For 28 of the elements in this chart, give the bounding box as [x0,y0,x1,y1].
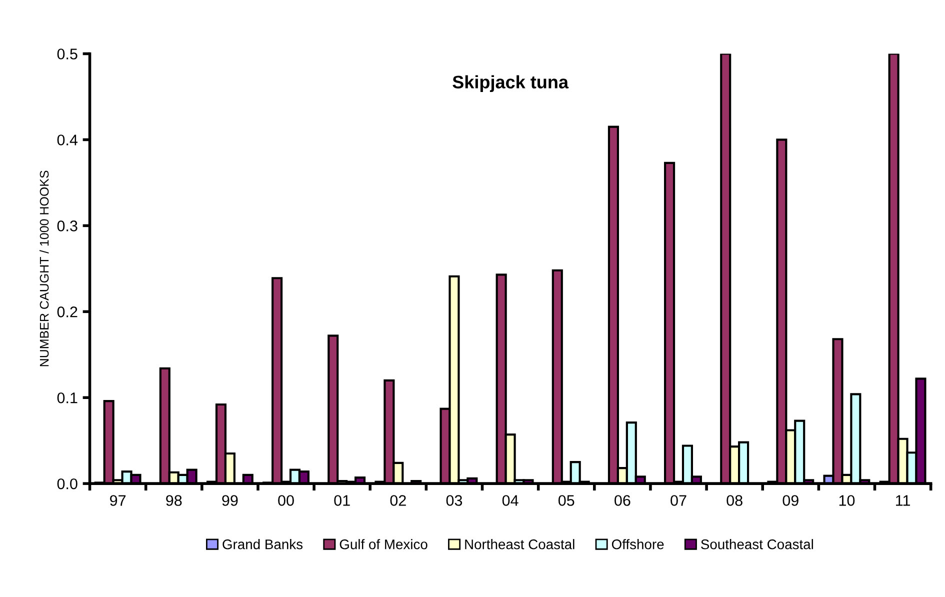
legend-label: Northeast Coastal [465,539,574,550]
x-tick-label: 07 [670,495,686,506]
y-tick-label: 0.0 [57,478,78,490]
legend-label: Southeast Coastal [701,539,813,550]
x-tick-label: 05 [558,495,574,506]
x-tick-label: 01 [334,495,350,506]
x-tick-label: 06 [614,495,630,506]
y-tick-label: 0.5 [57,48,78,60]
y-tick-label: 0.2 [57,306,78,318]
legend-label: Grand Banks [222,539,303,550]
x-tick-label: 00 [278,495,294,506]
x-tick-label: 03 [446,495,462,506]
x-tick-label: 08 [726,495,742,506]
x-tick-label: 02 [390,495,406,506]
legend-label: Offshore [612,539,664,550]
x-tick-label: 98 [166,495,182,506]
x-tick-label: 97 [110,495,126,506]
y-axis-title: NUMBER CAUGHT / 1000 HOOKS [40,170,49,366]
x-tick-label: 04 [502,495,518,506]
legend-label: Gulf of Mexico [340,539,428,550]
y-tick-label: 0.4 [57,134,78,146]
y-tick-label: 0.3 [57,220,78,232]
x-tick-label: 09 [782,495,798,506]
x-tick-label: 10 [839,495,855,506]
text: Skipjack tuna [452,75,569,92]
y-tick-label: 0.1 [57,392,78,404]
x-tick-label: 11 [896,495,910,506]
x-tick-label: 99 [222,495,238,506]
